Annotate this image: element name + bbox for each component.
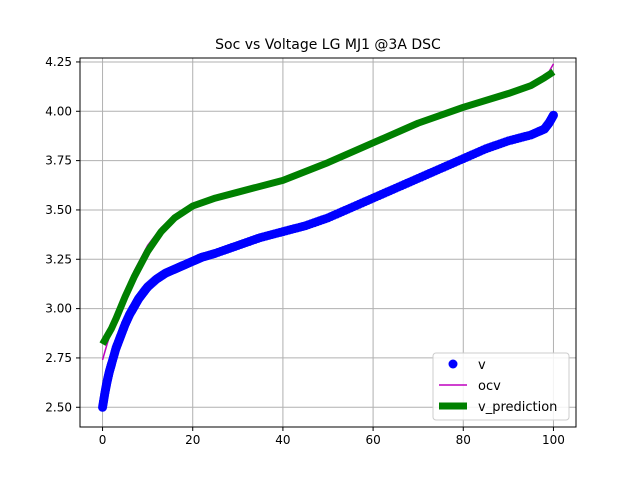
x-tick-label: 0 <box>99 433 107 447</box>
y-tick-label: 3.75 <box>45 154 72 168</box>
x-tick-label: 20 <box>185 433 200 447</box>
plot-area-frame <box>79 57 577 428</box>
y-tick-label: 3.00 <box>45 302 72 316</box>
legend-label-v-prediction: v_prediction <box>478 400 557 415</box>
x-tick-label: 80 <box>456 433 471 447</box>
grid-layer <box>80 58 576 427</box>
y-tick-label: 4.00 <box>45 104 72 118</box>
y-tick-label: 2.50 <box>45 400 72 414</box>
series-layer <box>98 63 558 412</box>
x-tick-label: 60 <box>365 433 380 447</box>
y-tick-label: 2.75 <box>45 351 72 365</box>
legend-marker-v <box>448 359 458 369</box>
legend: v ocv v_prediction <box>432 352 570 421</box>
series-line-v-prediction <box>99 68 556 346</box>
y-tick-label: 4.25 <box>45 55 72 69</box>
y-tick-label: 3.25 <box>45 252 72 266</box>
legend-label-ocv: ocv <box>478 379 501 394</box>
legend-label-v: v <box>478 358 486 373</box>
chart-title: Soc vs Voltage LG MJ1 @3A DSC <box>215 37 441 53</box>
tick-layer: 0 20 40 60 80 100 2.50 2.75 3.00 3.25 3.50 3.75 4.00… <box>45 55 565 447</box>
x-tick-label: 100 <box>542 433 565 447</box>
x-tick-label: 40 <box>275 433 290 447</box>
y-tick-label: 3.50 <box>45 203 72 217</box>
series-point-v <box>548 110 558 120</box>
